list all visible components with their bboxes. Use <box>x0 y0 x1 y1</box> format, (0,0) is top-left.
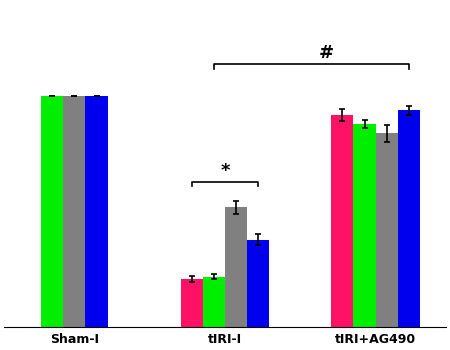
Bar <box>331 115 354 327</box>
Bar <box>86 97 108 327</box>
Bar <box>41 97 63 327</box>
Bar <box>398 110 420 327</box>
Bar <box>225 207 247 327</box>
Bar <box>376 133 398 327</box>
Text: #: # <box>319 44 334 62</box>
Bar <box>247 240 269 327</box>
Bar <box>203 276 225 327</box>
Bar <box>354 124 376 327</box>
Bar <box>181 279 203 327</box>
Bar <box>63 97 86 327</box>
Text: *: * <box>220 162 230 180</box>
